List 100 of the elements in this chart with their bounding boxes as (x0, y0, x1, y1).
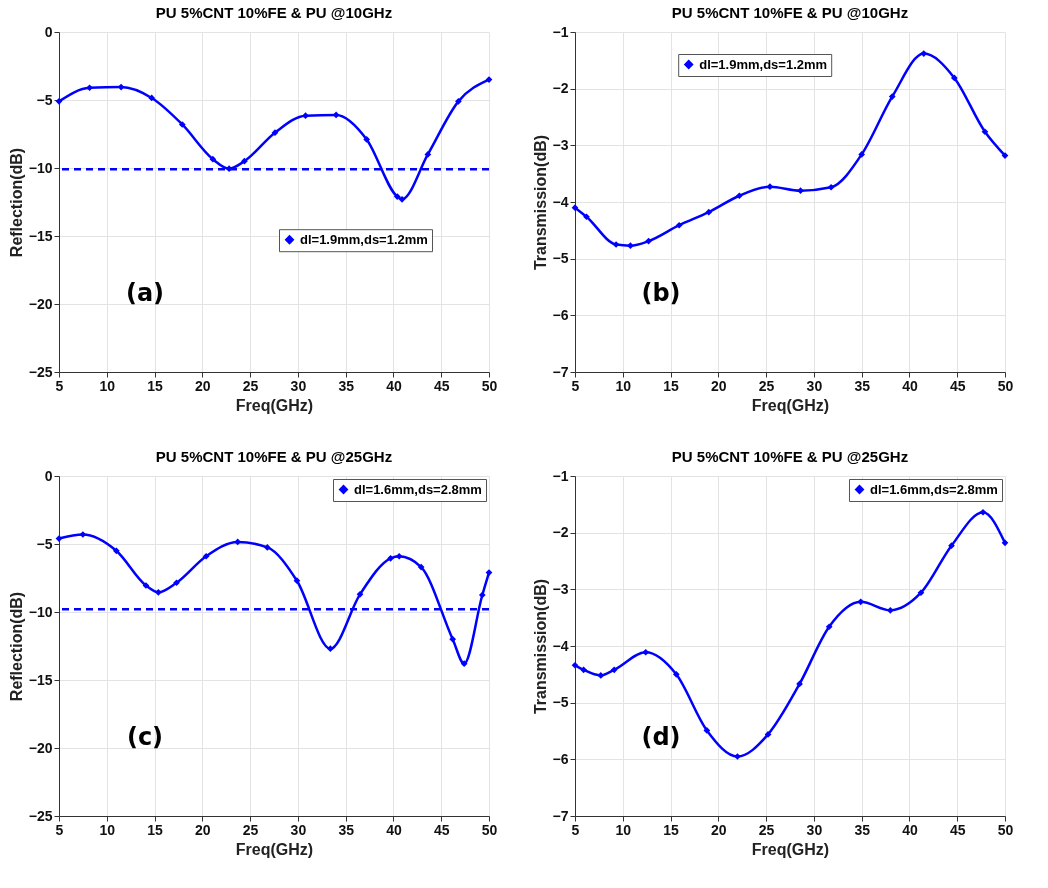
point (825, 623, 833, 631)
x-tick-label: 30 (290, 377, 307, 394)
point (766, 183, 774, 191)
y-tick-label: −7 (552, 363, 569, 380)
point (241, 157, 248, 165)
y-tick-label: −5 (552, 694, 569, 711)
x-tick-label: 15 (147, 377, 164, 394)
point (393, 193, 401, 200)
x-tick-label: 45 (949, 821, 966, 838)
x-tick-label: 45 (433, 377, 450, 394)
point (424, 151, 432, 158)
y-tick-label: 0 (44, 23, 53, 40)
point (627, 242, 634, 249)
x-tick-label: 25 (242, 377, 259, 394)
point (583, 213, 590, 221)
point (797, 187, 804, 195)
x-axis-title: Freq(GHz) (751, 840, 830, 858)
point (571, 661, 579, 669)
y-tick-label: −10 (28, 159, 53, 176)
y-tick-label: −7 (552, 807, 569, 824)
point (948, 542, 955, 550)
y-tick-label: −1 (552, 23, 569, 40)
point (920, 50, 928, 57)
chart-title: PU 5%CNT 10%FE & PU @25GHz (671, 448, 909, 465)
point (202, 552, 210, 560)
y-tick-label: −5 (36, 91, 53, 108)
x-tick-label: 35 (338, 377, 355, 394)
x-tick-label: 50 (997, 821, 1014, 838)
point (979, 508, 987, 516)
x-tick-label: 50 (481, 821, 498, 838)
y-tick-label: −4 (552, 637, 569, 654)
point (417, 563, 425, 571)
y-tick-label: −10 (28, 603, 53, 620)
point (597, 672, 605, 679)
point (571, 204, 579, 212)
y-tick-label: −5 (552, 250, 569, 267)
point (117, 83, 125, 91)
point (112, 547, 120, 555)
y-axis-title: Transmission(dB) (531, 134, 549, 271)
x-tick-label: 5 (571, 377, 580, 394)
point (209, 155, 217, 163)
legend-label: dl=1.6mm,ds=2.8mm (870, 481, 998, 497)
legend-label: dl=1.9mm,ds=1.2mm (300, 231, 428, 247)
x-tick-label: 30 (806, 821, 823, 838)
legend-label: dl=1.9mm,ds=1.2mm (699, 56, 828, 72)
y-tick-label: −4 (552, 193, 569, 210)
x-tick-label: 10 (99, 377, 116, 394)
point (580, 666, 587, 674)
point (951, 74, 958, 82)
point (363, 136, 371, 143)
x-tick-label: 5 (55, 377, 64, 394)
y-axis-title: Reflection(dB) (7, 591, 25, 702)
y-axis-title: Transmission(dB) (531, 578, 549, 715)
x-tick-label: 10 (615, 377, 632, 394)
point (981, 128, 989, 136)
point (478, 591, 486, 599)
x-tick-label: 40 (386, 377, 402, 394)
x-tick-label: 35 (338, 821, 355, 838)
point (263, 544, 271, 551)
x-axis-title: Freq(GHz) (751, 396, 830, 414)
x-tick-label: 50 (997, 377, 1014, 394)
x-tick-label: 30 (290, 821, 307, 838)
chart-title: PU 5%CNT 10%FE & PU @10GHz (155, 4, 393, 21)
x-tick-label: 15 (663, 821, 680, 838)
point (736, 192, 743, 200)
y-tick-label: −6 (552, 306, 569, 323)
x-tick-label: 5 (571, 821, 580, 838)
y-tick-label: −20 (28, 295, 53, 312)
x-tick-label: 50 (481, 377, 498, 394)
point (327, 645, 334, 653)
point (155, 588, 162, 596)
point (271, 129, 279, 136)
point (675, 221, 683, 229)
point (293, 577, 301, 585)
y-tick-label: −1 (552, 467, 569, 484)
point (645, 237, 652, 245)
point (857, 598, 865, 606)
y-tick-label: −20 (28, 739, 53, 756)
point (672, 670, 680, 678)
legend-label: dl=1.6mm,ds=2.8mm (354, 481, 482, 497)
y-tick-label: −15 (28, 671, 53, 688)
point (178, 121, 186, 128)
x-tick-label: 20 (711, 377, 727, 394)
chart-title: PU 5%CNT 10%FE & PU @10GHz (671, 4, 909, 21)
point (395, 552, 403, 560)
y-tick-label: −3 (552, 136, 569, 153)
x-tick-label: 30 (806, 377, 823, 394)
annotation: (a) (125, 278, 165, 307)
point (858, 151, 866, 158)
annotation: (c) (126, 722, 164, 751)
point (734, 753, 741, 760)
x-axis-title: Freq(GHz) (235, 840, 314, 858)
point (356, 590, 364, 598)
point (173, 579, 180, 587)
x-tick-label: 40 (386, 821, 402, 838)
point (332, 111, 340, 119)
point (827, 183, 835, 191)
x-tick-label: 35 (854, 377, 871, 394)
y-tick-label: −2 (552, 80, 569, 97)
point (703, 727, 711, 734)
